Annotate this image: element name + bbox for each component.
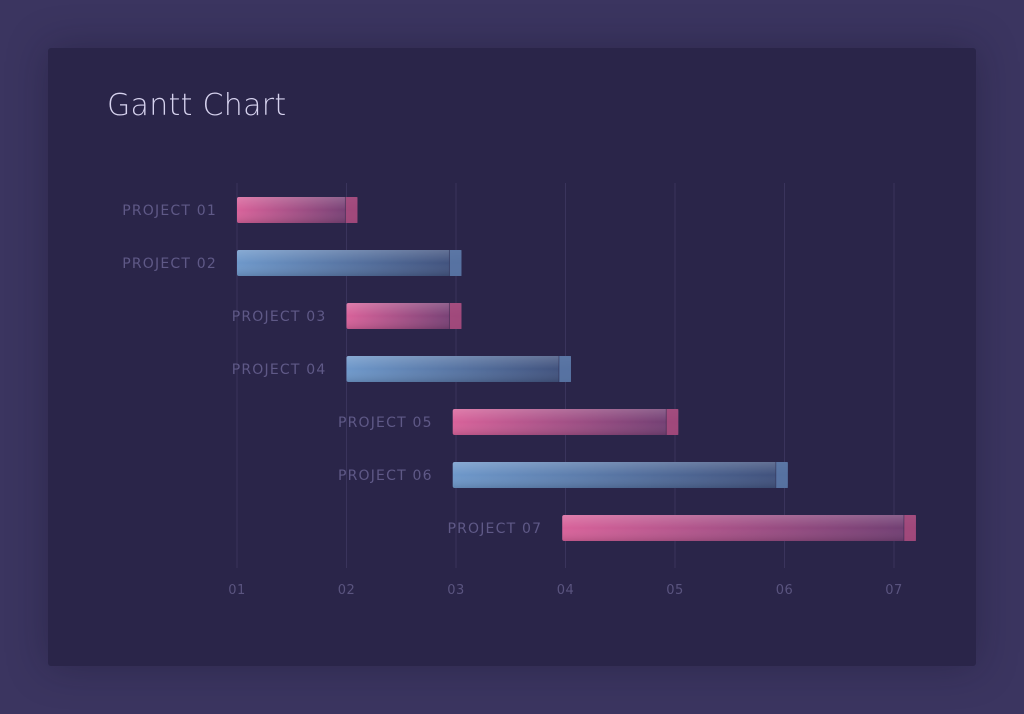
x-tick-label: 06 [776, 583, 794, 598]
x-tick-label: 03 [447, 583, 465, 598]
gantt-bar-sheen [452, 409, 679, 435]
gantt-bar-group [452, 409, 679, 435]
gantt-bar-sheen [562, 515, 916, 541]
x-tick-label: 01 [228, 583, 246, 598]
gantt-bar-sheen [346, 356, 571, 382]
gantt-bar-group [452, 462, 788, 488]
x-tick-label: 04 [557, 583, 575, 598]
gantt-bar-end-cap [903, 515, 916, 541]
gantt-bar-end-cap [558, 356, 571, 382]
project-label: PROJECT 05 [338, 415, 433, 431]
chart-title: Gantt Chart [107, 88, 287, 123]
gantt-bar-sheen [237, 250, 462, 276]
project-label: PROJECT 01 [122, 203, 217, 219]
gantt-bar-end-cap [345, 197, 358, 223]
x-axis-ticks: 01 02 03 04 05 06 07 [228, 583, 903, 598]
category-labels: PROJECT 01 PROJECT 02 PROJECT 03 PROJECT 04… [122, 203, 542, 537]
bars [237, 197, 916, 541]
x-tick-label: 02 [338, 583, 356, 598]
project-label: PROJECT 04 [232, 362, 327, 378]
gantt-bar-end-cap [449, 303, 462, 329]
gantt-bar-sheen [346, 303, 462, 329]
project-label: PROJECT 07 [447, 521, 542, 537]
gantt-bar-end-cap [666, 409, 679, 435]
gantt-bar-group [346, 356, 571, 382]
gantt-bar-group [562, 515, 916, 541]
gantt-bar-end-cap [449, 250, 462, 276]
project-label: PROJECT 03 [232, 309, 327, 325]
gantt-bar-group [237, 197, 358, 223]
project-label: PROJECT 06 [338, 468, 433, 484]
project-label: PROJECT 02 [122, 256, 217, 272]
chart-card: Gantt Chart PROJECT 01 PROJECT 02 PROJECT … [48, 48, 976, 666]
gantt-bar-sheen [452, 462, 788, 488]
gantt-bar-group [237, 250, 462, 276]
gantt-bar-sheen [237, 197, 358, 223]
gantt-bar-group [346, 303, 462, 329]
x-tick-label: 07 [885, 583, 903, 598]
x-tick-label: 05 [666, 583, 684, 598]
gantt-bar-end-cap [775, 462, 788, 488]
gantt-chart: PROJECT 01 PROJECT 02 PROJECT 03 PROJECT 04… [122, 183, 916, 598]
